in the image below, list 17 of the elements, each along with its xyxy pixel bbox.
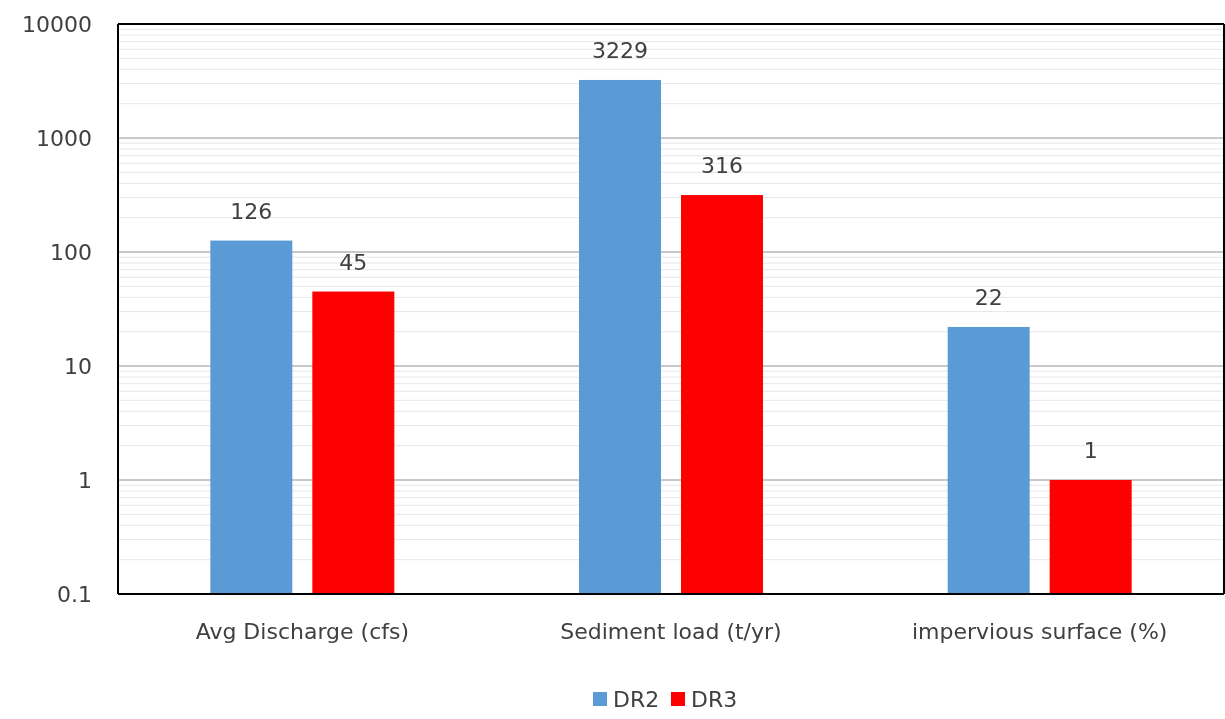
- data-label: 45: [339, 249, 368, 275]
- y-tick-label: 100: [50, 239, 92, 265]
- legend-label: DR3: [691, 686, 738, 712]
- data-label: 1: [1083, 438, 1098, 463]
- data-label: 316: [701, 153, 743, 179]
- data-label: 3229: [592, 37, 648, 63]
- x-tick-label: Sediment load (t/yr): [560, 619, 782, 644]
- x-tick-label: impervious surface (%): [911, 619, 1168, 644]
- y-tick-label: 10: [64, 353, 92, 379]
- y-tick-label: 1: [78, 467, 92, 493]
- legend-label: DR2: [613, 686, 660, 712]
- y-tick-label: 0.1: [57, 581, 92, 607]
- y-tick-label: 1000: [36, 125, 92, 151]
- data-label: 22: [974, 284, 1003, 310]
- y-tick-label: 10000: [22, 11, 92, 37]
- data-label: 126: [230, 198, 273, 224]
- x-tick-label: Avg Discharge (cfs): [195, 619, 410, 644]
